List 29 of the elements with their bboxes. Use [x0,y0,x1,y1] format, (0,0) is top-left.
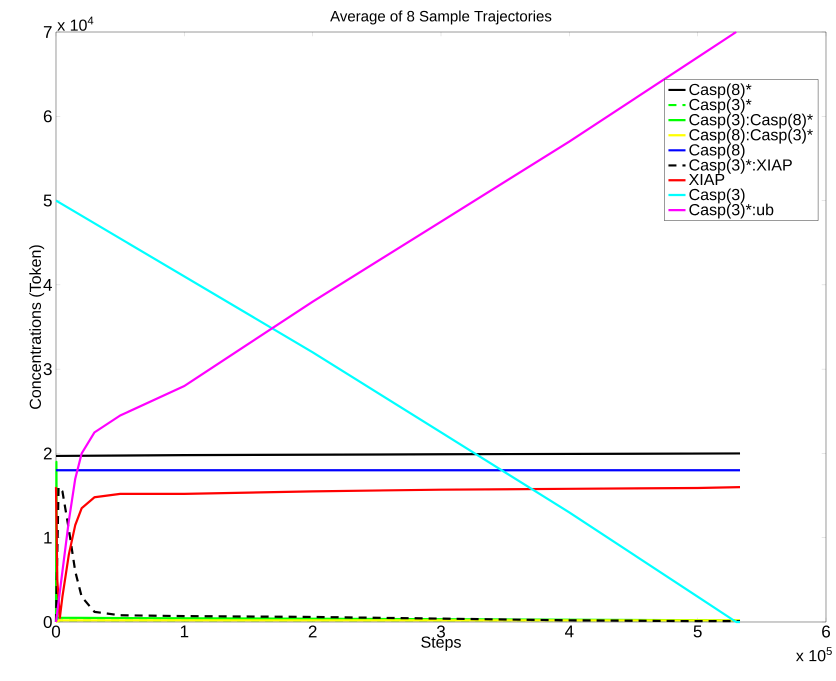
legend-label: Casp(8) [689,144,745,159]
text: x 10$^{5}$ [796,647,832,662]
y-tick-label: 5 [44,194,52,207]
x-tick-label: 0 [52,626,60,638]
y-tick-label: 0 [44,616,52,628]
legend-label: XIAP [688,174,724,185]
legend-label: Casp(3)*:ub [689,204,774,218]
legend-label: Casp(8)* [689,83,752,98]
legend-label: Casp(8):Casp(3)* [689,128,813,144]
x-axis-title: Steps [421,636,461,651]
y-tick-label: 6 [44,110,52,122]
y-axis-title: Concentrations (Token) [29,245,44,409]
x-tick-label: 5 [694,626,702,638]
chart-title: Average of 8 Sample Trajectories [330,10,552,24]
text: x 10$^{4}$ [57,16,94,31]
legend-label: Casp(3) [689,188,745,204]
legend-label: Casp(3)* [689,98,752,114]
y-tick-label: 2 [44,447,52,460]
y-tick-label: 4 [43,279,52,291]
x-tick-label: 6 [822,626,830,638]
x-tick-label: 1 [180,626,188,638]
y-tick-label: 3 [44,363,52,376]
x-tick-label: 3 [436,626,445,638]
legend-label: Casp(3)*:XIAP [689,158,792,174]
y-tick-label: 7 [44,26,52,38]
x-tick-label: 4 [565,626,574,638]
legend-label: Casp(3):Casp(8)* [689,114,813,129]
x-tick-label: 2 [308,626,317,638]
y-tick-label: 1 [44,532,52,544]
